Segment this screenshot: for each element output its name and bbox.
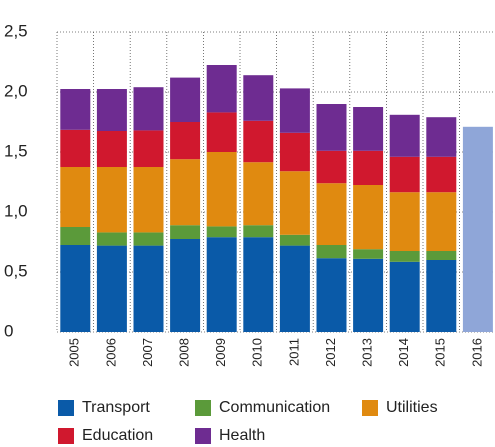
bar-segment: [96, 131, 127, 167]
legend-label: Transport: [82, 399, 150, 416]
bar-segment: [279, 88, 310, 133]
bar-segment: [206, 152, 237, 227]
bar-segment: [133, 87, 164, 131]
bar-segment: [170, 77, 201, 122]
legend-label: Health: [219, 427, 265, 444]
bar-segment: [279, 245, 310, 332]
bar-segment: [389, 114, 420, 157]
bar-segment: [426, 260, 457, 332]
bar-segment: [170, 225, 201, 239]
bar-segment: [316, 150, 347, 184]
bar-segment: [170, 122, 201, 160]
bar-segment: [170, 239, 201, 332]
bar-segment: [426, 251, 457, 260]
bar-segment: [133, 245, 164, 332]
x-tick-label: 2009: [213, 338, 228, 367]
bar-segment: [96, 89, 127, 131]
legend-label: Communication: [219, 399, 330, 416]
bar-segment: [316, 104, 347, 151]
bar-segment: [206, 65, 237, 113]
x-tick-label: 2006: [103, 338, 118, 367]
x-tick-label: 2010: [250, 338, 265, 367]
y-tick-label: 2,5: [4, 21, 28, 40]
bar-segment: [279, 171, 310, 235]
bar-segment: [279, 132, 310, 172]
bar-segment: [96, 245, 127, 332]
bar-segment: [206, 226, 237, 238]
y-tick-label: 0: [4, 321, 13, 340]
legend-label: Education: [82, 427, 153, 444]
bar-segment: [96, 232, 127, 246]
x-tick-label: 2012: [323, 338, 338, 367]
bar-segment: [316, 245, 347, 259]
bar-segment: [426, 192, 457, 251]
bar-segment: [60, 245, 91, 332]
bar-segment: [60, 227, 91, 245]
y-tick-label: 2,0: [4, 81, 28, 100]
bar-segment: [316, 258, 347, 332]
bar-segment: [426, 156, 457, 193]
bar-segment: [206, 237, 237, 332]
bar-segment: [96, 167, 127, 233]
bar-segment: [243, 75, 274, 121]
x-tick-label: 2005: [67, 338, 82, 367]
legend-swatch: [58, 400, 74, 416]
bar-segment: [353, 185, 384, 250]
bar-segment: [279, 234, 310, 246]
legend-swatch: [58, 428, 74, 444]
legend-label: Utilities: [386, 399, 438, 416]
bar-segment: [243, 120, 274, 163]
x-tick-label: 2015: [433, 338, 448, 367]
bar-segment: [206, 112, 237, 152]
bar-segment: [60, 89, 91, 130]
y-tick-label: 1,0: [4, 201, 28, 220]
y-tick-label: 1,5: [4, 141, 28, 160]
bar-segment: [133, 232, 164, 246]
bar-segment: [353, 249, 384, 259]
bar-segment: [243, 162, 274, 226]
x-tick-label: 2014: [396, 338, 411, 367]
x-tick-label: 2008: [177, 338, 192, 367]
legend-swatch: [195, 428, 211, 444]
legend-swatch: [195, 400, 211, 416]
bar-segment: [353, 150, 384, 185]
bar-segment: [353, 107, 384, 151]
bar-segment: [316, 183, 347, 245]
bar-segment: [243, 237, 274, 332]
bar-segment: [462, 126, 493, 332]
x-tick-label: 2007: [140, 338, 155, 367]
bar-segment: [133, 167, 164, 233]
bar-segment: [353, 258, 384, 332]
bar-segment: [133, 130, 164, 167]
bar-segment: [389, 251, 420, 262]
bar-segment: [389, 192, 420, 251]
x-tick-label: 2013: [360, 338, 375, 367]
bar-segment: [60, 167, 91, 227]
y-tick-label: 0,5: [4, 261, 28, 280]
x-tick-label: 2011: [286, 338, 301, 366]
bar-segment: [170, 159, 201, 226]
bar-segment: [389, 261, 420, 332]
bar-segment: [389, 156, 420, 193]
bar-segment: [60, 129, 91, 167]
x-tick-label: 2016: [469, 338, 484, 367]
legend-swatch: [362, 400, 378, 416]
bar-segment: [426, 117, 457, 157]
bar-segment: [243, 225, 274, 238]
